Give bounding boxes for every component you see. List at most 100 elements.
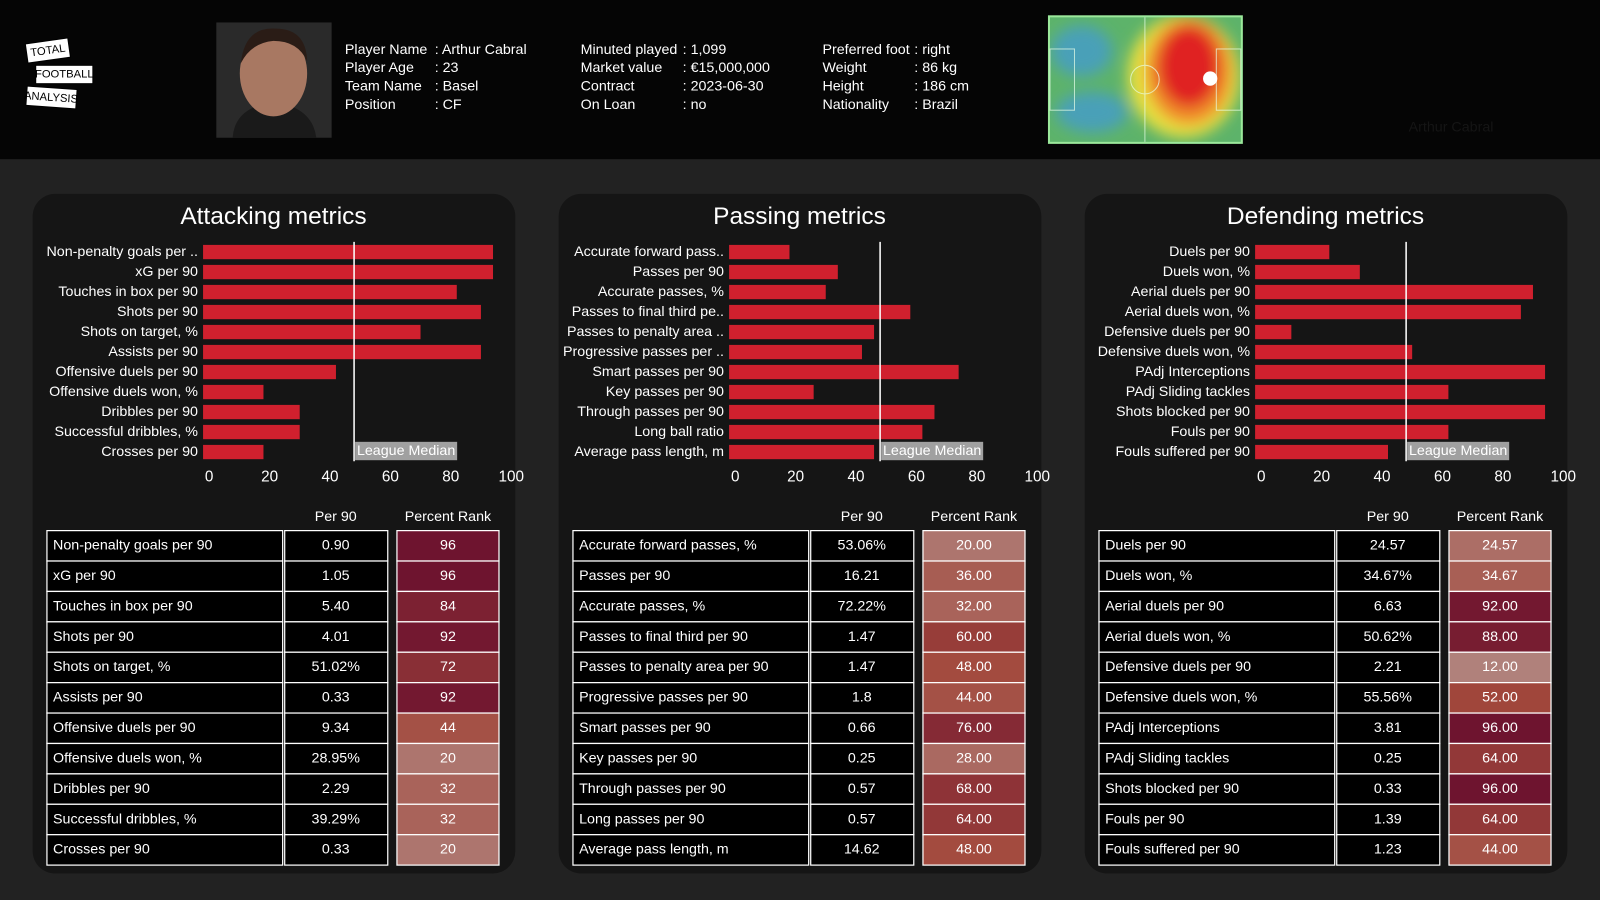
info-label: Minuted played <box>581 42 678 58</box>
table-cell <box>46 530 284 562</box>
bar <box>203 444 264 460</box>
metric-name: Shots on target, % <box>53 659 171 675</box>
rank-value: 24.57 <box>1482 538 1518 554</box>
table-cell <box>1098 682 1336 714</box>
metric-name: Non-penalty goals per 90 <box>53 538 212 554</box>
photo-hair <box>240 28 308 64</box>
metric-name: Duels per 90 <box>1105 538 1186 554</box>
per90-value: 0.33 <box>1374 781 1402 797</box>
metric-name: Shots blocked per 90 <box>1105 781 1239 797</box>
bar <box>1255 364 1546 380</box>
info-value: : 1,099 <box>683 42 727 58</box>
metric-name: Accurate forward passes, % <box>579 538 757 554</box>
per90-value: 2.21 <box>1374 659 1402 675</box>
rank-value: 48.00 <box>956 842 992 858</box>
median-label-box <box>355 441 458 461</box>
info-value: : 23 <box>435 60 459 76</box>
bar <box>729 364 959 380</box>
metric-name: Accurate passes, % <box>579 598 705 614</box>
bar-label: Assists per 90 <box>108 344 198 360</box>
bar <box>729 404 935 420</box>
rank-value: 52.00 <box>1482 690 1518 706</box>
bar-label: Shots blocked per 90 <box>1116 404 1250 420</box>
bar-label: Touches in box per 90 <box>58 284 198 300</box>
table-cell <box>810 621 915 653</box>
metric-name: Shots per 90 <box>53 629 134 645</box>
per90-value: 0.33 <box>322 842 350 858</box>
chart-title: Attacking metrics <box>180 203 366 230</box>
rank-cell <box>1448 834 1552 866</box>
rank-cell <box>1448 712 1552 745</box>
info-value: : €15,000,000 <box>683 60 770 76</box>
logo-text: TOTAL <box>30 43 66 60</box>
table-cell <box>46 682 284 714</box>
table-cell <box>46 560 284 593</box>
rank-value: 72 <box>440 659 456 675</box>
x-tick-label: 20 <box>1313 469 1330 486</box>
avg-position <box>1203 71 1218 86</box>
rank-value: 96 <box>440 538 456 554</box>
bar <box>729 304 911 320</box>
rank-value: 64.00 <box>1482 811 1518 827</box>
metric-name: Dribbles per 90 <box>53 781 150 797</box>
bar <box>1255 284 1533 300</box>
per90-value: 2.29 <box>322 781 350 797</box>
table-cell <box>810 742 915 775</box>
bar-label: Accurate forward pass.. <box>574 244 724 260</box>
table-cell <box>810 530 915 562</box>
metric-name: Through passes per 90 <box>579 781 726 797</box>
metric-name: Crosses per 90 <box>53 842 150 858</box>
bar-label: Fouls suffered per 90 <box>1115 444 1250 460</box>
info-label: Height <box>822 79 863 95</box>
rank-value: 76.00 <box>956 720 992 736</box>
per90-value: 1.47 <box>848 629 876 645</box>
rank-value: 96.00 <box>1482 720 1518 736</box>
table-cell <box>1098 712 1336 745</box>
median-label: League Median <box>357 443 455 459</box>
info-label: Team Name <box>345 79 422 95</box>
per90-value: 1.23 <box>1374 842 1402 858</box>
photo-shoulders <box>232 102 317 138</box>
info-label: Position <box>345 97 396 113</box>
rank-value: 20 <box>440 750 456 766</box>
bar-label: Defensive duels per 90 <box>1104 324 1250 340</box>
rank-value: 20.00 <box>956 538 992 554</box>
table-cell <box>810 803 915 836</box>
chart-title: Passing metrics <box>713 203 886 230</box>
logo: TOTAL FOOTBALL ANALYSIS <box>24 37 94 110</box>
table-cell <box>284 803 389 836</box>
heatmap <box>1047 15 1243 144</box>
table-cell <box>572 803 810 836</box>
rank-cell <box>396 682 500 714</box>
rank-cell <box>922 834 1026 866</box>
bar <box>203 264 494 280</box>
heat-cold <box>1051 25 1113 77</box>
table-cell <box>1098 651 1336 684</box>
bar <box>1255 404 1546 420</box>
rank-cell <box>1448 742 1552 775</box>
bar-label: Passes per 90 <box>633 264 724 280</box>
table-cell <box>46 834 284 866</box>
bar-label: Passes to final third pe.. <box>572 304 724 320</box>
bar <box>203 404 300 420</box>
x-tick-label: 40 <box>1374 469 1391 486</box>
per90-value: 9.34 <box>322 720 350 736</box>
metric-name: Offensive duels won, % <box>53 750 202 766</box>
bar <box>1255 304 1521 320</box>
rank-value: 92 <box>440 690 456 706</box>
rank-value: 92 <box>440 629 456 645</box>
rank-cell <box>1448 682 1552 714</box>
info-label: Player Age <box>345 60 414 76</box>
rank-value: 12.00 <box>1482 659 1518 675</box>
per90-value: 0.66 <box>848 720 876 736</box>
bar-label: Fouls per 90 <box>1171 424 1250 440</box>
bar-label: Crosses per 90 <box>101 444 198 460</box>
per90-value: 1.47 <box>848 659 876 675</box>
metric-name: Passes to penalty area per 90 <box>579 659 769 675</box>
bar-label: Offensive duels per 90 <box>55 364 198 380</box>
per90-value: 51.02% <box>312 659 361 675</box>
bar <box>729 424 923 440</box>
rank-value: 68.00 <box>956 781 992 797</box>
bar <box>203 384 264 400</box>
